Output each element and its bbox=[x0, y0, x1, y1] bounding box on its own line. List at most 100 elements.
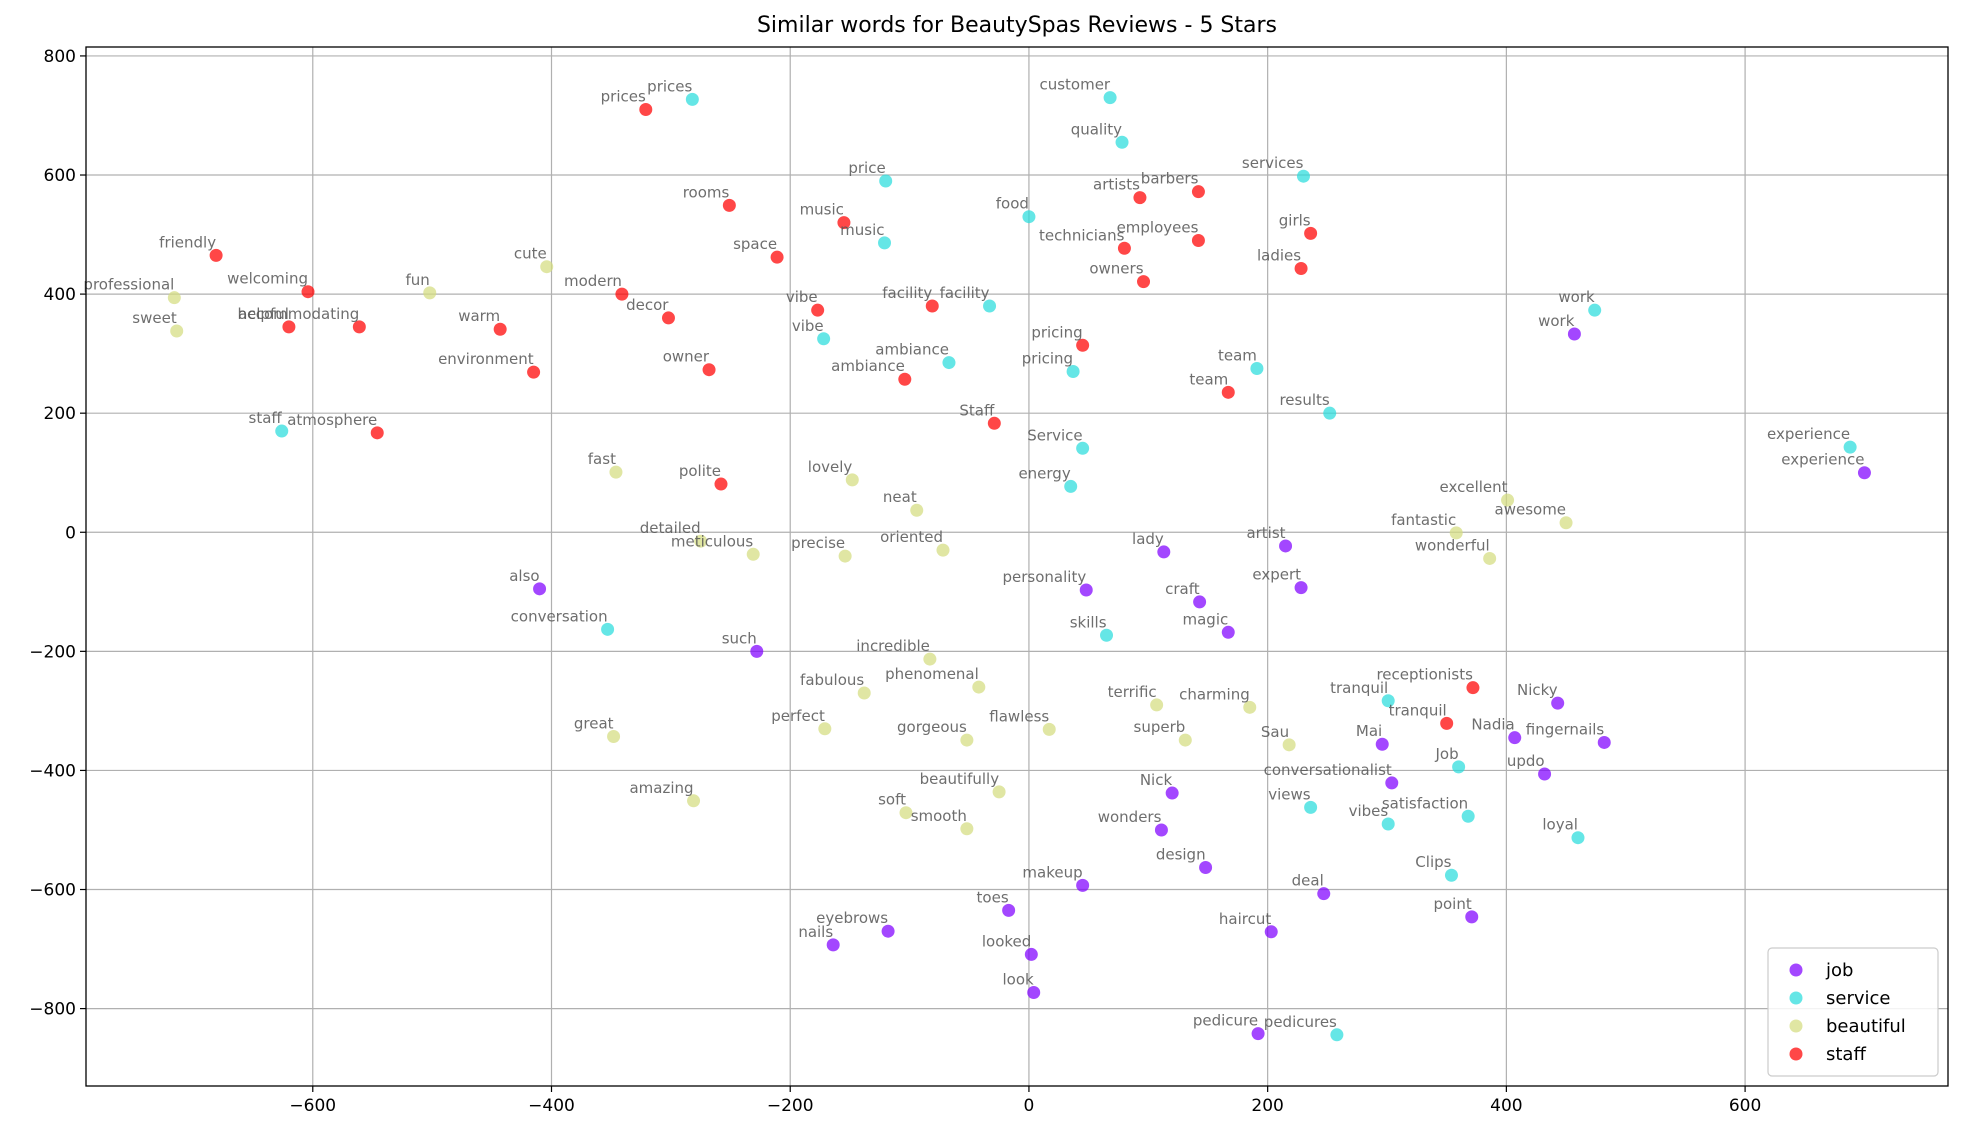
point-beautiful bbox=[857, 686, 871, 700]
point-job bbox=[1385, 776, 1399, 790]
point-service bbox=[1296, 169, 1310, 183]
point-beautiful bbox=[1282, 738, 1296, 752]
point-staff bbox=[370, 426, 384, 440]
legend-box bbox=[1767, 947, 1939, 1077]
legend-entry: staff bbox=[1826, 1044, 1866, 1065]
point-label: quality bbox=[1071, 120, 1122, 138]
point-label: fast bbox=[588, 450, 616, 468]
point-label: Service bbox=[1027, 426, 1082, 444]
point-label: expert bbox=[1252, 566, 1301, 584]
point-label: pricing bbox=[1031, 323, 1082, 341]
point-job bbox=[1193, 595, 1207, 609]
point-staff bbox=[837, 216, 851, 230]
point-label: look bbox=[1002, 971, 1034, 989]
point-staff bbox=[1304, 226, 1318, 240]
point-service bbox=[983, 299, 997, 313]
point-beautiful bbox=[1150, 698, 1164, 712]
legend: job service beautiful staff bbox=[1767, 947, 1939, 1077]
point-label: owner bbox=[663, 348, 710, 366]
point-label: energy bbox=[1018, 464, 1070, 482]
point-beautiful bbox=[540, 260, 554, 274]
point-job bbox=[1465, 910, 1479, 924]
point-label: conversationalist bbox=[1264, 761, 1392, 779]
point-label: results bbox=[1279, 391, 1329, 409]
point-staff bbox=[1440, 716, 1454, 730]
point-staff bbox=[1466, 681, 1480, 695]
point-service bbox=[1330, 1028, 1344, 1042]
point-label: phenomenal bbox=[885, 665, 979, 683]
point-job bbox=[1294, 581, 1308, 595]
point-label: prices bbox=[647, 77, 692, 95]
point-label: vibe bbox=[792, 317, 824, 335]
point-label: flawless bbox=[989, 707, 1049, 725]
point-label: tranquil bbox=[1389, 701, 1447, 719]
point-job bbox=[1279, 539, 1293, 553]
axis-ticks: −600 −400 −200 0 200 400 600 −800 −600 −400 −200 0 2… bbox=[29, 47, 1761, 1116]
point-labels: work experience lady artist personality exper… bbox=[83, 76, 1864, 1031]
point-label: music bbox=[800, 201, 844, 219]
point-job bbox=[1857, 466, 1871, 480]
y-tick-label: 200 bbox=[44, 404, 76, 424]
point-label: smooth bbox=[911, 807, 967, 825]
point-label: accommodating bbox=[238, 305, 359, 323]
point-beautiful bbox=[607, 729, 621, 743]
point-label: superb bbox=[1134, 718, 1186, 736]
point-job bbox=[1027, 986, 1041, 1000]
y-tick-label: 400 bbox=[44, 285, 76, 305]
legend-marker bbox=[1789, 1019, 1803, 1033]
legend-entry: job bbox=[1825, 960, 1853, 981]
point-beautiful bbox=[1501, 493, 1515, 507]
point-label: space bbox=[733, 235, 777, 253]
point-label: Nicky bbox=[1517, 681, 1558, 699]
x-tick-label: −200 bbox=[767, 1096, 814, 1116]
point-label: fantastic bbox=[1391, 511, 1456, 529]
point-beautiful bbox=[936, 543, 950, 557]
point-staff bbox=[1133, 191, 1147, 205]
point-label: Staff bbox=[959, 401, 995, 419]
point-label: friendly bbox=[159, 233, 216, 251]
point-label: modern bbox=[564, 272, 622, 290]
chart-title: Similar words for BeautySpas Reviews - 5… bbox=[757, 13, 1277, 38]
point-label: toes bbox=[977, 888, 1009, 906]
point-label: views bbox=[1268, 785, 1311, 803]
point-label: employees bbox=[1117, 219, 1199, 237]
point-label: warm bbox=[458, 307, 500, 325]
point-label: decor bbox=[626, 296, 669, 314]
point-staff bbox=[493, 322, 507, 336]
point-label: team bbox=[1189, 370, 1228, 388]
point-beautiful bbox=[972, 680, 986, 694]
point-service bbox=[1022, 210, 1036, 224]
point-beautiful bbox=[423, 286, 437, 300]
point-service bbox=[1250, 362, 1264, 376]
point-staff bbox=[1076, 338, 1090, 352]
point-label: precise bbox=[791, 534, 845, 552]
point-label: receptionists bbox=[1376, 666, 1473, 684]
point-service bbox=[1100, 628, 1114, 642]
point-label: detailed bbox=[640, 519, 701, 537]
point-label: fingernails bbox=[1526, 720, 1605, 738]
point-service bbox=[1381, 694, 1395, 708]
point-label: Mai bbox=[1356, 722, 1382, 740]
point-beautiful bbox=[899, 806, 913, 820]
point-job bbox=[826, 938, 840, 952]
legend-marker bbox=[1789, 991, 1803, 1005]
point-label: prices bbox=[601, 88, 646, 106]
point-label: gorgeous bbox=[897, 718, 967, 736]
point-label: terrific bbox=[1108, 683, 1157, 701]
point-label: soft bbox=[878, 791, 906, 809]
point-job bbox=[533, 582, 547, 596]
point-label: food bbox=[996, 195, 1029, 213]
point-label: also bbox=[509, 567, 539, 585]
point-label: vibes bbox=[1349, 802, 1389, 820]
x-tick-label: 400 bbox=[1490, 1096, 1522, 1116]
point-label: welcoming bbox=[227, 270, 308, 288]
point-label: team bbox=[1218, 347, 1257, 365]
point-label: craft bbox=[1165, 580, 1200, 598]
point-service bbox=[1304, 800, 1318, 814]
point-staff bbox=[722, 198, 736, 212]
point-label: satisfaction bbox=[1382, 794, 1468, 812]
point-job bbox=[1221, 625, 1235, 639]
point-label: pedicures bbox=[1264, 1013, 1337, 1031]
point-label: eyebrows bbox=[816, 909, 888, 927]
